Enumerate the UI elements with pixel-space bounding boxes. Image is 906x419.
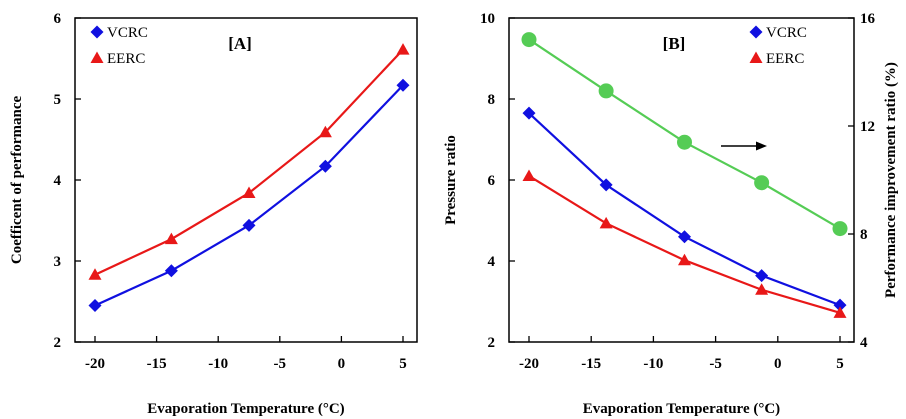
data-point bbox=[164, 264, 178, 278]
legend-label-eerc: EERC bbox=[766, 51, 804, 67]
legend: VCRC EERC bbox=[90, 25, 148, 67]
legend-marker-vcrc bbox=[749, 25, 763, 39]
y-tick-label: 3 bbox=[54, 254, 62, 270]
panel-label: [B] bbox=[663, 34, 686, 53]
x-tick-label: -20 bbox=[85, 356, 105, 372]
x-tick-label: 5 bbox=[836, 356, 844, 372]
data-point bbox=[599, 178, 613, 192]
y-tick-label: 4 bbox=[488, 254, 496, 270]
x-tick-label: -20 bbox=[519, 356, 539, 372]
y-tick-label: 8 bbox=[488, 92, 496, 108]
x-tick-label: -15 bbox=[581, 356, 601, 372]
data-point bbox=[832, 221, 848, 237]
legend: VCRC EERC bbox=[749, 25, 807, 67]
y-tick-label: 10 bbox=[480, 11, 495, 27]
x-axis-label: Evaporation Temperature (°C) bbox=[147, 401, 344, 417]
data-point bbox=[88, 299, 102, 313]
x-tick-label: -15 bbox=[147, 356, 167, 372]
data-point bbox=[754, 175, 770, 191]
panel-b: -20 -15 -10 -5 0 5 2 4 6 8 10 4 8 12 16 Performance imp… bbox=[443, 11, 899, 417]
y-tick-label: 6 bbox=[54, 11, 62, 27]
panel-label: [A] bbox=[228, 34, 252, 53]
series-line bbox=[528, 38, 841, 230]
y-tick-label: 2 bbox=[54, 335, 62, 351]
series-vcrc bbox=[522, 106, 847, 312]
data-point bbox=[88, 268, 102, 280]
data-point bbox=[599, 216, 613, 229]
y2-tick-label: 8 bbox=[860, 227, 868, 243]
y-tick-label: 6 bbox=[488, 173, 496, 189]
x-tick-label: -5 bbox=[709, 356, 722, 372]
y2-tick-label: 12 bbox=[860, 119, 875, 135]
data-point bbox=[833, 298, 847, 312]
data-point bbox=[242, 218, 256, 232]
series-vcrc bbox=[88, 78, 410, 313]
x-tick-label: 0 bbox=[774, 356, 782, 372]
y2-tick-label: 4 bbox=[860, 335, 868, 351]
data-point bbox=[678, 230, 691, 244]
panel-a: -20 -15 -10 -5 0 5 2 3 4 5 6 Evaporation Temperatur… bbox=[9, 11, 418, 417]
series-improvement-ratio bbox=[521, 32, 848, 237]
data-point bbox=[521, 32, 537, 48]
data-point bbox=[678, 253, 691, 266]
legend-marker-vcrc bbox=[90, 25, 104, 39]
series-eerc bbox=[88, 43, 410, 280]
y-tick-label: 2 bbox=[488, 335, 496, 351]
data-point bbox=[522, 169, 536, 181]
data-point bbox=[677, 134, 692, 150]
legend-label-vcrc: VCRC bbox=[107, 25, 148, 41]
data-point bbox=[522, 106, 536, 120]
data-point bbox=[833, 306, 847, 318]
y2-axis-label: Performance improvement ratio (%) bbox=[883, 62, 899, 298]
x-axis-label: Evaporation Temperature (°C) bbox=[583, 401, 780, 417]
y-axis-label: Coefficent of performance bbox=[9, 96, 25, 265]
data-point bbox=[755, 269, 769, 283]
y-tick-label: 5 bbox=[54, 92, 62, 108]
legend-label-eerc: EERC bbox=[107, 51, 145, 67]
x-tick-label: 5 bbox=[399, 356, 407, 372]
x-tick-label: -10 bbox=[643, 356, 663, 372]
data-point bbox=[396, 78, 410, 92]
data-point bbox=[396, 43, 410, 55]
y-tick-label: 4 bbox=[54, 173, 62, 189]
y-axis-label: Pressure ratio bbox=[443, 135, 459, 225]
data-point bbox=[164, 232, 178, 245]
data-point bbox=[318, 159, 332, 173]
x-tick-label: -5 bbox=[274, 356, 287, 372]
annotation-arrow-head bbox=[756, 141, 767, 151]
x-tick-label: -10 bbox=[208, 356, 228, 372]
data-point bbox=[755, 283, 769, 295]
series-line bbox=[528, 175, 841, 314]
data-point bbox=[318, 125, 332, 138]
data-point bbox=[598, 83, 614, 99]
y2-tick-label: 16 bbox=[860, 11, 876, 27]
x-tick-label: 0 bbox=[338, 356, 346, 372]
data-point bbox=[242, 186, 256, 198]
series-eerc bbox=[522, 169, 847, 318]
legend-label-vcrc: VCRC bbox=[766, 25, 807, 41]
legend-marker-eerc bbox=[90, 51, 104, 63]
legend-marker-eerc bbox=[749, 51, 763, 63]
series-line bbox=[94, 48, 404, 276]
